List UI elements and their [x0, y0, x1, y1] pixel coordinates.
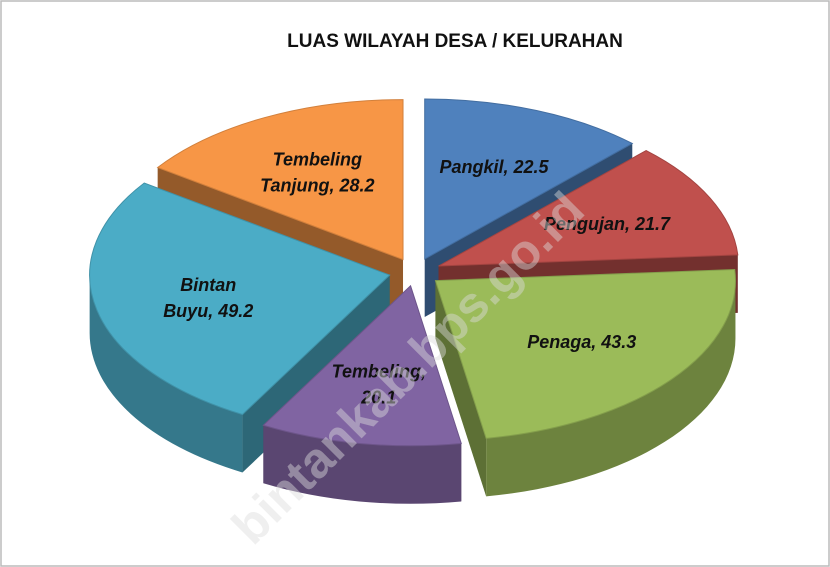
data-label-line: 20.1: [360, 388, 396, 408]
slice-side: [89, 275, 243, 473]
data-label-line: Pengujan, 21.7: [544, 214, 671, 234]
data-label: Tembeling, 20.1: [332, 362, 426, 408]
slice: [434, 268, 736, 497]
data-label: Tembeling Tanjung, 28.2: [260, 150, 374, 196]
slice-side: [486, 280, 736, 497]
data-label-line: Tembeling,: [332, 362, 426, 382]
slice-top: [156, 99, 404, 261]
data-label-line: Tanjung, 28.2: [260, 176, 374, 196]
slice-cut-face: [435, 280, 487, 497]
slice-top: [434, 268, 736, 439]
data-label: Pengujan, 21.7: [544, 214, 671, 234]
data-label-line: Bintan: [180, 275, 236, 295]
chart-title: LUAS WILAYAH DESA / KELURAHAN: [287, 31, 623, 52]
data-label: Penaga, 43.3: [527, 332, 636, 352]
slice-top: [438, 149, 739, 267]
data-label-line: Penaga, 43.3: [527, 332, 636, 352]
slice-top: [89, 182, 391, 416]
data-label-line: Buyu, 49.2: [163, 301, 253, 321]
slice-side: [263, 425, 462, 504]
data-label-line: Tembeling: [273, 150, 362, 170]
slice-top: [262, 284, 462, 447]
slice: [262, 284, 462, 504]
data-label: Bintan Buyu, 49.2: [163, 275, 253, 321]
data-label-line: Pangkil, 22.5: [440, 157, 550, 177]
data-label: Pangkil, 22.5: [440, 157, 550, 177]
slice-top: [424, 98, 634, 260]
